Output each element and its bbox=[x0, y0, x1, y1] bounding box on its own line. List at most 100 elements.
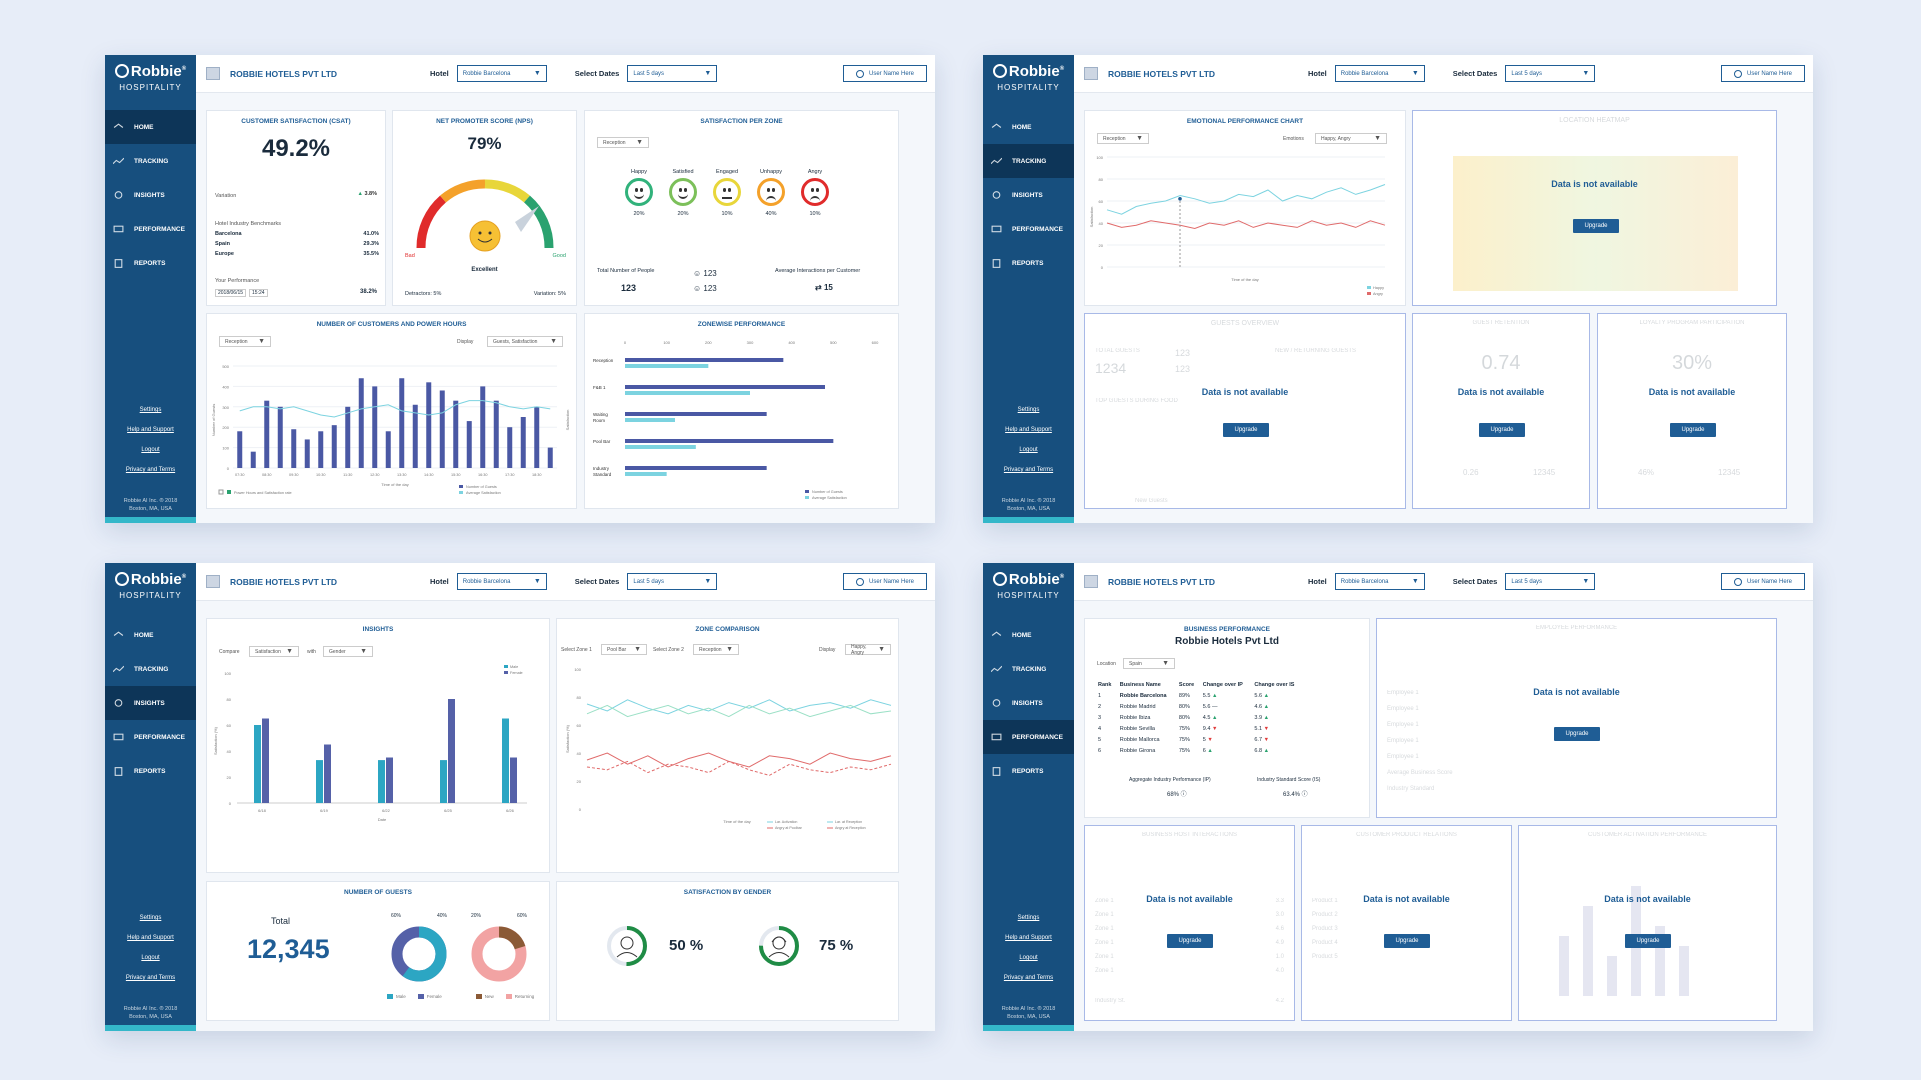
zone2-select[interactable]: Reception ▼ bbox=[693, 644, 739, 655]
dates-select[interactable]: Last 5 days ▼ bbox=[1505, 573, 1596, 590]
nav-reports[interactable]: REPORTS bbox=[105, 754, 196, 788]
x-axis-label: Date bbox=[378, 817, 387, 822]
privacy-link[interactable]: Privacy and Terms bbox=[1003, 975, 1054, 981]
upgrade-button[interactable]: Upgrade bbox=[1167, 934, 1213, 948]
upgrade-button[interactable]: Upgrade bbox=[1223, 423, 1269, 437]
help-link[interactable]: Help and Support bbox=[1005, 427, 1052, 433]
legend-label: Number of Guests bbox=[812, 490, 843, 494]
display-select[interactable]: Guests, Satisfaction ▼ bbox=[487, 336, 563, 347]
user-button[interactable]: User Name Here bbox=[843, 573, 927, 590]
dates-label: Select Dates bbox=[574, 577, 620, 586]
user-button[interactable]: User Name Here bbox=[1721, 65, 1805, 82]
robbie-logo[interactable]: Robbie® bbox=[105, 563, 196, 588]
hotel-select[interactable]: Robbie Barcelona ▼ bbox=[456, 65, 547, 82]
x-tick-label: 0 bbox=[624, 340, 627, 345]
zone1-select[interactable]: Pool Bar ▼ bbox=[601, 644, 647, 655]
bulb-icon bbox=[114, 698, 123, 707]
table-row[interactable]: 1 Robbie Barcelona 89% 5.5 ▲ 5.6 ▲ bbox=[1098, 692, 1270, 699]
upgrade-button[interactable]: Upgrade bbox=[1554, 727, 1600, 741]
nav-home[interactable]: HOME bbox=[983, 618, 1074, 652]
dates-select[interactable]: Last 5 days ▼ bbox=[1505, 65, 1596, 82]
nav-tracking[interactable]: TRACKING bbox=[983, 144, 1074, 178]
monitor-icon bbox=[113, 733, 124, 740]
caret-down-icon: ▼ bbox=[258, 338, 265, 345]
robbie-logo[interactable]: Robbie® bbox=[983, 563, 1074, 588]
table-header: Rank Business Name Score Change over IP Chan… bbox=[1098, 681, 1295, 688]
settings-link[interactable]: Settings bbox=[1017, 915, 1040, 921]
table-row[interactable]: 2 Robbie Madrid 80% 5.6 —4.6 ▲ bbox=[1098, 703, 1270, 710]
nav-reports[interactable]: REPORTS bbox=[105, 246, 196, 280]
emotional-zone-select[interactable]: Reception ▼ bbox=[1097, 133, 1149, 144]
nav-tracking[interactable]: TRACKING bbox=[983, 652, 1074, 686]
help-link[interactable]: Help and Support bbox=[1005, 935, 1052, 941]
nav-performance[interactable]: PERFORMANCE bbox=[105, 720, 196, 754]
table-row[interactable]: 4 Robbie Sevilla 75% 9.4 ▼ 5.1 ▼ bbox=[1098, 725, 1270, 732]
table-row[interactable]: 6 Robbie Girona 75% 6 ▲ 6.8 ▲ bbox=[1098, 747, 1270, 754]
logout-link[interactable]: Logout bbox=[141, 955, 160, 961]
settings-link[interactable]: Settings bbox=[139, 407, 162, 413]
home-icon bbox=[991, 123, 1002, 128]
robbie-logo[interactable]: Robbie® bbox=[983, 55, 1074, 80]
dates-select[interactable]: Last 5 days ▼ bbox=[627, 65, 718, 82]
nav-insights[interactable]: INSIGHTS bbox=[983, 686, 1074, 720]
perf-date[interactable]: 2018/06/15 15:24 bbox=[215, 289, 268, 297]
nav-performance[interactable]: PERFORMANCE bbox=[105, 212, 196, 246]
with-select[interactable]: Gender ▼ bbox=[323, 646, 373, 657]
dates-select[interactable]: Last 5 days ▼ bbox=[627, 573, 718, 590]
x-tick-label: 6/18 bbox=[258, 808, 267, 813]
report-icon bbox=[114, 258, 123, 268]
privacy-link[interactable]: Privacy and Terms bbox=[125, 975, 176, 981]
nav-home[interactable]: HOME bbox=[105, 110, 196, 144]
compare-select[interactable]: Satisfaction ▼ bbox=[249, 646, 299, 657]
logout-link[interactable]: Logout bbox=[1019, 447, 1038, 453]
nav-home[interactable]: HOME bbox=[105, 618, 196, 652]
logout-link[interactable]: Logout bbox=[141, 447, 160, 453]
privacy-link[interactable]: Privacy and Terms bbox=[1003, 467, 1054, 473]
settings-link[interactable]: Settings bbox=[139, 915, 162, 921]
user-button[interactable]: User Name Here bbox=[843, 65, 927, 82]
help-link[interactable]: Help and Support bbox=[127, 427, 174, 433]
logout-link[interactable]: Logout bbox=[1019, 955, 1038, 961]
power-bar bbox=[466, 421, 472, 468]
help-link[interactable]: Help and Support bbox=[127, 935, 174, 941]
location-select[interactable]: Spain ▼ bbox=[1123, 658, 1175, 669]
logo-subtitle: HOSPITALITY bbox=[997, 591, 1060, 600]
upgrade-button[interactable]: Upgrade bbox=[1573, 219, 1619, 233]
emotions-select[interactable]: Happy, Angry ▼ bbox=[1315, 133, 1387, 144]
upgrade-button[interactable]: Upgrade bbox=[1670, 423, 1716, 437]
upgrade-button[interactable]: Upgrade bbox=[1479, 423, 1525, 437]
nav-insights[interactable]: INSIGHTS bbox=[105, 686, 196, 720]
nav-insights[interactable]: INSIGHTS bbox=[983, 178, 1074, 212]
x-tick-label: 07:30 bbox=[235, 473, 245, 477]
nav-tracking[interactable]: TRACKING bbox=[105, 652, 196, 686]
privacy-link[interactable]: Privacy and Terms bbox=[125, 467, 176, 473]
nav-home[interactable]: HOME bbox=[983, 110, 1074, 144]
x-tick-label: 12:30 bbox=[370, 473, 380, 477]
upgrade-button[interactable]: Upgrade bbox=[1384, 934, 1430, 948]
zonecmp-display-select[interactable]: Happy, Angry ▼ bbox=[845, 644, 891, 656]
not-available-text: Data is not available bbox=[1363, 894, 1450, 904]
user-button[interactable]: User Name Here bbox=[1721, 573, 1805, 590]
hotel-select[interactable]: Robbie Barcelona ▼ bbox=[1334, 573, 1425, 590]
hotel-select[interactable]: Robbie Barcelona ▼ bbox=[1334, 65, 1425, 82]
table-row[interactable]: 5 Robbie Mallorca 75% 5 ▼ 6.7 ▼ bbox=[1098, 736, 1270, 743]
guests-overview-locked: GUESTS OVERVIEW TOTAL GUESTS 1234 123 12… bbox=[1084, 313, 1406, 509]
nav-tracking[interactable]: TRACKING bbox=[105, 144, 196, 178]
power-zone-select[interactable]: Reception ▼ bbox=[219, 336, 271, 347]
zone-select[interactable]: Reception ▼ bbox=[597, 137, 649, 148]
nps-gauge bbox=[416, 179, 554, 252]
nav-reports[interactable]: REPORTS bbox=[983, 246, 1074, 280]
nav-reports[interactable]: REPORTS bbox=[983, 754, 1074, 788]
hotel-select[interactable]: Robbie Barcelona ▼ bbox=[456, 573, 547, 590]
nav-performance[interactable]: PERFORMANCE bbox=[983, 212, 1074, 246]
table-row[interactable]: 3 Robbie Ibiza 80% 4.5 ▲ 3.9 ▲ bbox=[1098, 714, 1270, 721]
customer-activation-locked: CUSTOMER ACTIVATION PERFORMANCE Data is … bbox=[1518, 825, 1777, 1021]
dashboard-insights: Robbie® HOSPITALITY HOME TRACKING INSIGH… bbox=[105, 563, 935, 1031]
caret-down-icon: ▼ bbox=[1411, 578, 1419, 585]
robbie-logo[interactable]: Robbie® bbox=[105, 55, 196, 80]
nav-performance[interactable]: PERFORMANCE bbox=[983, 720, 1074, 754]
settings-link[interactable]: Settings bbox=[1017, 407, 1040, 413]
nav-insights[interactable]: INSIGHTS bbox=[105, 178, 196, 212]
upgrade-button[interactable]: Upgrade bbox=[1625, 934, 1671, 948]
zone-label: Pool Bar bbox=[593, 439, 611, 444]
